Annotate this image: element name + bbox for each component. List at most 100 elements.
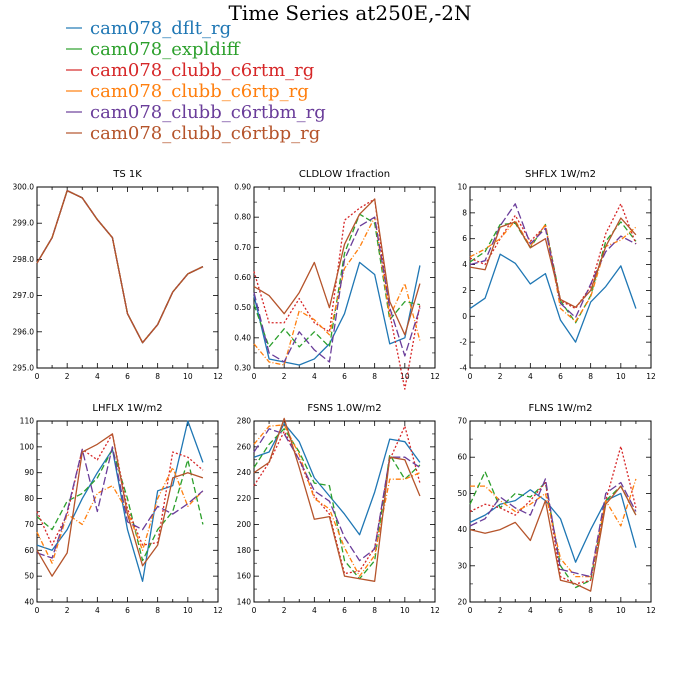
y-tick-label: 0.30 xyxy=(234,364,251,373)
x-tick-label: 10 xyxy=(400,372,410,381)
legend-entry: cam078_clubb_c6rtbm_rg xyxy=(66,102,326,123)
y-tick-label: 8 xyxy=(462,208,467,217)
series-line-cam078_clubb_c6rtbm_rg xyxy=(469,203,637,319)
y-tick-label: -4 xyxy=(460,364,468,373)
y-tick-label: -2 xyxy=(460,338,468,347)
y-tick-label: 40 xyxy=(24,598,34,607)
x-tick-label: 12 xyxy=(646,372,656,381)
chart-panel: SHFLX 1W/m2 0 2 4 6 8 10 12 -4 -2 0 2 4 6 8 10 xyxy=(457,169,656,381)
y-tick-label: 50 xyxy=(24,572,34,581)
series-line-cam078_dflt_rg xyxy=(36,420,204,582)
x-tick-label: 12 xyxy=(213,606,223,615)
series-line-cam078_dflt_rg xyxy=(469,253,637,343)
plot-frame xyxy=(253,186,436,369)
legend-label: cam078_clubb_c6rtp_rg xyxy=(90,81,309,102)
x-tick-label: 6 xyxy=(342,606,347,615)
x-tick-label: 0 xyxy=(468,606,473,615)
legend-label: cam078_clubb_c6rtbp_rg xyxy=(90,123,320,144)
series-line-cam078_clubb_c6rtm_rg xyxy=(253,198,421,390)
legend-entry: cam078_clubb_c6rtbp_rg xyxy=(66,123,320,144)
x-tick-label: 0 xyxy=(35,372,40,381)
legend-entry: cam078_clubb_c6rtp_rg xyxy=(66,81,309,102)
legend-label: cam078_expldiff xyxy=(90,39,241,60)
series-line-cam078_clubb_c6rtbp_rg xyxy=(469,217,637,308)
legend-entry: cam078_dflt_rg xyxy=(66,18,231,39)
y-tick-label: 200 xyxy=(237,520,252,529)
x-tick-label: 6 xyxy=(558,606,563,615)
x-tick-label: 2 xyxy=(65,606,70,615)
series-line-cam078_clubb_c6rtm_rg xyxy=(469,203,637,310)
x-tick-label: 2 xyxy=(498,372,503,381)
x-tick-label: 6 xyxy=(125,372,130,381)
series-line-cam078_clubb_c6rtbp_rg xyxy=(36,433,204,577)
legend-entry: cam078_clubb_c6rtm_rg xyxy=(66,60,314,81)
series-line-cam078_clubb_c6rtbm_rg xyxy=(253,428,421,562)
series-line-cam078_expldiff xyxy=(469,221,637,324)
series-line-cam078_clubb_c6rtbp_rg xyxy=(469,485,637,592)
series-line-cam078_clubb_c6rtm_rg xyxy=(469,445,637,585)
y-tick-label: 80 xyxy=(24,494,34,503)
y-tick-label: 140 xyxy=(237,598,252,607)
x-tick-label: 8 xyxy=(155,372,160,381)
panel-title: FLNS 1W/m2 xyxy=(528,403,592,414)
x-tick-label: 8 xyxy=(155,606,160,615)
x-tick-label: 6 xyxy=(558,372,563,381)
y-tick-label: 90 xyxy=(24,468,34,477)
plot-frame xyxy=(469,186,652,369)
y-tick-label: 0.60 xyxy=(234,273,251,282)
x-tick-label: 0 xyxy=(252,606,257,615)
series-line-cam078_clubb_c6rtp_rg xyxy=(36,466,204,564)
series-line-cam078_clubb_c6rtp_rg xyxy=(36,189,204,344)
x-tick-label: 10 xyxy=(183,372,193,381)
x-tick-label: 10 xyxy=(616,372,626,381)
y-tick-label: 220 xyxy=(237,494,252,503)
legend-entry: cam078_expldiff xyxy=(66,39,241,60)
series-line-cam078_dflt_rg xyxy=(469,489,637,563)
chart-panel: TS 1K 0 2 4 6 8 10 12 295.0 296.0 297.0 298.0 299.0 3… xyxy=(13,169,223,381)
series-line-cam078_clubb_c6rtp_rg xyxy=(253,424,421,577)
x-tick-label: 8 xyxy=(588,606,593,615)
x-tick-label: 0 xyxy=(35,606,40,615)
x-tick-label: 4 xyxy=(528,606,533,615)
y-tick-label: 110 xyxy=(20,417,35,426)
y-tick-label: 300.0 xyxy=(13,183,35,192)
series-line-cam078_clubb_c6rtbm_rg xyxy=(253,216,421,363)
chart-panel: FSNS 1.0W/m2 0 2 4 6 8 10 12 140 160 180 200 220 240 2… xyxy=(237,403,440,615)
series-line-cam078_clubb_c6rtm_rg xyxy=(36,189,204,344)
y-tick-label: 295.0 xyxy=(13,364,35,373)
x-tick-label: 6 xyxy=(125,606,130,615)
y-tick-label: 240 xyxy=(237,468,252,477)
chart-panel: CLDLOW 1fraction 0 2 4 6 8 10 12 0.30 0.40 0.50 0.6… xyxy=(234,169,440,390)
y-tick-label: 40 xyxy=(457,525,467,534)
plot-frame xyxy=(469,420,652,603)
panels: TS 1K 0 2 4 6 8 10 12 295.0 296.0 297.0 298.0 299.0 3… xyxy=(13,169,656,615)
y-tick-label: 70 xyxy=(457,417,467,426)
y-tick-label: 60 xyxy=(457,453,467,462)
x-tick-label: 4 xyxy=(528,372,533,381)
y-tick-label: 70 xyxy=(24,520,34,529)
y-tick-label: 6 xyxy=(462,234,467,243)
plot-frame xyxy=(36,186,219,369)
series-line-cam078_clubb_c6rtbp_rg xyxy=(253,417,421,582)
x-tick-label: 2 xyxy=(498,606,503,615)
x-tick-label: 4 xyxy=(312,372,317,381)
y-tick-label: 298.0 xyxy=(13,255,35,264)
legend: cam078_dflt_rgcam078_expldiffcam078_club… xyxy=(66,18,326,144)
series-line-cam078_clubb_c6rtbm_rg xyxy=(36,446,204,559)
x-tick-label: 8 xyxy=(588,372,593,381)
series-line-cam078_dflt_rg xyxy=(253,261,421,366)
chart-panel: LHFLX 1W/m2 0 2 4 6 8 10 12 40 50 60 70 80 90 100 110 xyxy=(20,403,223,615)
panel-title: SHFLX 1W/m2 xyxy=(525,169,596,180)
x-tick-label: 4 xyxy=(95,606,100,615)
y-tick-label: 2 xyxy=(462,286,467,295)
series-line-cam078_clubb_c6rtp_rg xyxy=(469,219,637,323)
x-tick-label: 12 xyxy=(430,606,440,615)
x-tick-label: 12 xyxy=(646,606,656,615)
panel-title: FSNS 1.0W/m2 xyxy=(307,403,381,414)
legend-label: cam078_dflt_rg xyxy=(90,18,231,39)
y-tick-label: 20 xyxy=(457,598,467,607)
x-tick-label: 8 xyxy=(372,372,377,381)
figure-title: Time Series at250E,-2N xyxy=(229,1,472,25)
y-tick-label: 280 xyxy=(237,417,252,426)
series-line-cam078_clubb_c6rtbp_rg xyxy=(36,189,204,344)
